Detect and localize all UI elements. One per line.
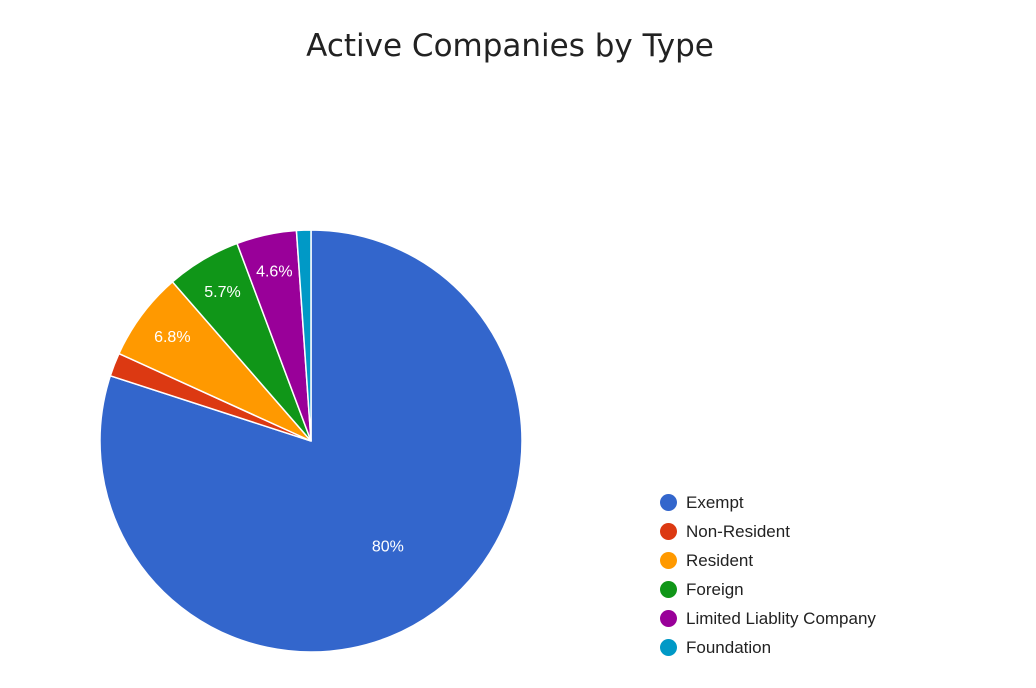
legend-swatch: [660, 639, 677, 656]
legend: Exempt Non-Resident Resident Foreign Limited…: [660, 488, 876, 662]
legend-item[interactable]: Resident: [660, 546, 876, 575]
legend-label: Non-Resident: [686, 521, 790, 541]
pie-slice-foundation[interactable]: [295, 229, 312, 442]
legend-swatch: [660, 494, 677, 511]
legend-swatch: [660, 581, 677, 598]
chart-title: Active Companies by Type: [306, 28, 714, 64]
legend-label: Resident: [686, 550, 754, 570]
legend-label: Foundation: [686, 637, 772, 657]
slice-label: 4.6%: [256, 263, 292, 280]
legend-swatch: [660, 523, 677, 540]
legend-label: Foreign: [686, 579, 744, 599]
legend-item[interactable]: Exempt: [660, 488, 876, 517]
slice-label: 6.8%: [154, 329, 190, 346]
legend-swatch: [660, 552, 677, 569]
legend-item[interactable]: Foundation: [660, 633, 876, 662]
legend-label: Exempt: [686, 492, 744, 512]
slice-label: 80%: [372, 538, 404, 555]
legend-swatch: [660, 610, 677, 627]
legend-item[interactable]: Non-Resident: [660, 517, 876, 546]
legend-label: Limited Liablity Company: [686, 608, 876, 628]
legend-item[interactable]: Foreign: [660, 575, 876, 604]
legend-item[interactable]: Limited Liablity Company: [660, 604, 876, 633]
slice-label: 5.7%: [204, 284, 240, 301]
